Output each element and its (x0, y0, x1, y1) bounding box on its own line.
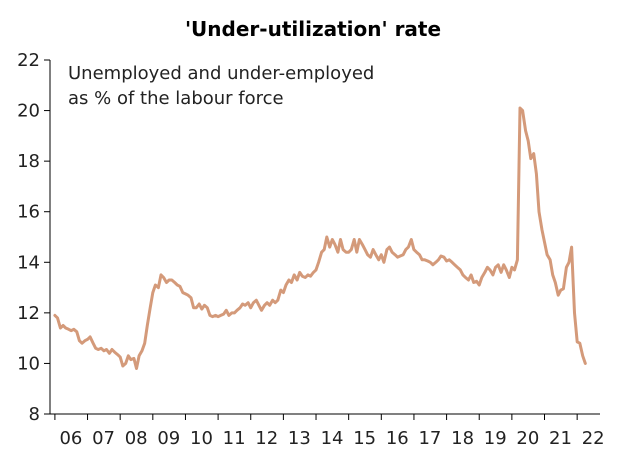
y-axis-ticks: 8 10 12 14 16 18 20 22 (17, 50, 50, 425)
y-tick-label: 14 (17, 252, 40, 273)
y-tick-label: 18 (17, 151, 40, 172)
x-tick-label: 22 (582, 428, 605, 449)
y-tick-label: 12 (17, 303, 40, 324)
x-tick-label: 06 (59, 428, 82, 449)
y-tick-label: 22 (17, 50, 40, 71)
chart-title: 'Under-utilization' rate (185, 17, 441, 41)
annotation-line-1: Unemployed and under-employed (68, 63, 374, 84)
series-layer (53, 106, 587, 370)
y-tick-label: 10 (17, 353, 40, 374)
x-tick-label: 19 (484, 428, 507, 449)
x-tick-label: 10 (190, 428, 213, 449)
y-tick-label: 20 (17, 101, 40, 122)
x-tick-label: 16 (386, 428, 409, 449)
x-axis-ticks: 06 07 08 09 10 11 12 13 14 15 16 17 18 19 20 21 22 (54, 414, 605, 449)
x-tick-label: 17 (418, 428, 441, 449)
x-tick-label: 20 (516, 428, 539, 449)
annotation-line-2: as % of the labour force (68, 88, 284, 109)
y-tick-label: 8 (29, 404, 40, 425)
x-tick-label: 14 (321, 428, 344, 449)
x-tick-label: 09 (157, 428, 180, 449)
x-tick-label: 13 (288, 428, 311, 449)
x-tick-label: 18 (451, 428, 474, 449)
x-tick-label: 12 (255, 428, 278, 449)
x-tick-label: 07 (92, 428, 115, 449)
x-tick-label: 15 (353, 428, 376, 449)
x-tick-label: 21 (549, 428, 572, 449)
x-tick-label: 11 (223, 428, 246, 449)
y-tick-label: 16 (17, 202, 40, 223)
series-line-under-utilization (53, 106, 587, 370)
x-tick-label: 08 (125, 428, 148, 449)
